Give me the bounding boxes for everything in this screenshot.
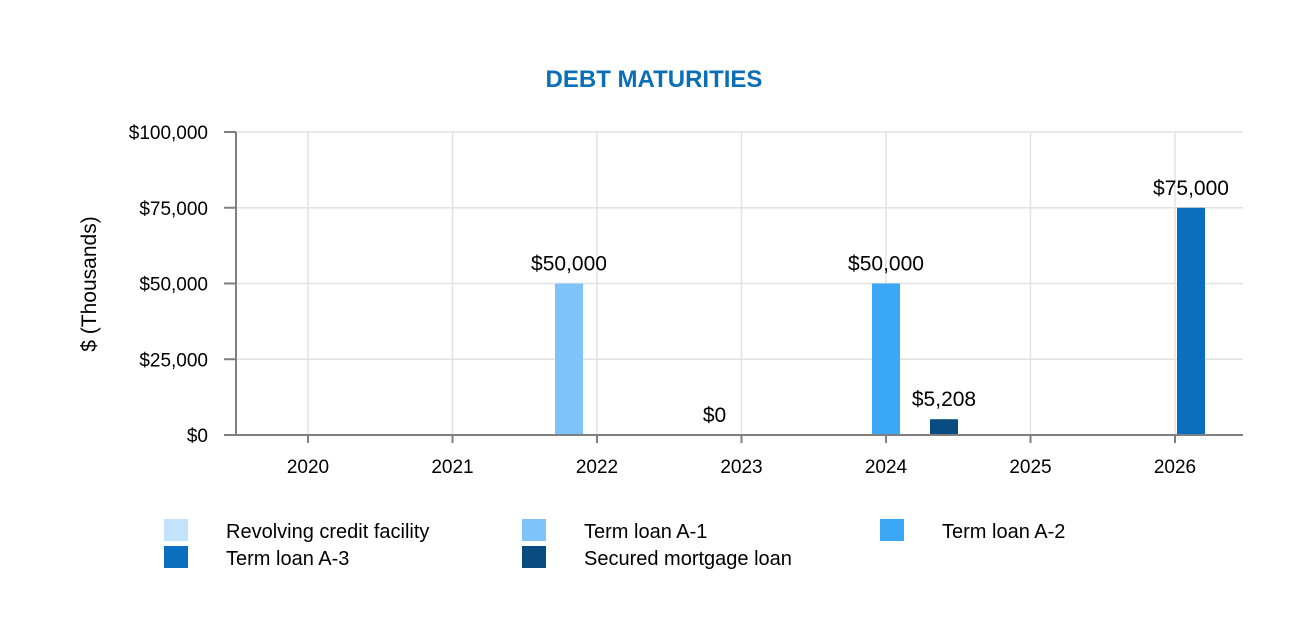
legend-label-revolving-credit-facility: Revolving credit facility: [226, 521, 429, 543]
bar-term-loan-a-2-2024: [872, 283, 900, 435]
y-tick-label-1: $25,000: [139, 350, 208, 371]
legend-swatch-term-loan-a-3: [164, 546, 188, 568]
legend-label-term-loan-a-2: Term loan A-2: [942, 521, 1065, 543]
data-label-2: $50,000: [848, 253, 924, 276]
bars: [555, 207, 1205, 435]
legend-swatch-term-loan-a-1: [522, 519, 546, 541]
x-tick-labels: 2020 2021 2022 2023 2024 2025 2026: [287, 457, 1196, 478]
legend-label-term-loan-a-1: Term loan A-1: [584, 521, 707, 543]
legend-swatch-secured-mortgage-loan: [522, 546, 546, 568]
data-labels: $50,000 $0 $50,000 $5,208 $75,000: [531, 177, 1229, 427]
x-tick-label-2024: 2024: [865, 457, 908, 478]
bar-term-loan-a-3-2026: [1177, 207, 1205, 435]
x-tick-label-2025: 2025: [1009, 457, 1051, 478]
legend-swatch-revolving-credit-facility: [164, 519, 188, 541]
x-tick-label-2021: 2021: [431, 457, 473, 478]
data-label-4: $75,000: [1153, 177, 1229, 200]
y-tick-label-4: $100,000: [129, 123, 208, 144]
x-tick-label-2026: 2026: [1154, 457, 1196, 478]
x-tick-label-2020: 2020: [287, 457, 329, 478]
y-tick-labels: $0 $25,000 $50,000 $75,000 $100,000: [129, 123, 208, 447]
y-axis-title: $ (Thousands): [78, 216, 101, 351]
data-label-0: $50,000: [531, 253, 607, 276]
legend-label-term-loan-a-3: Term loan A-3: [226, 548, 349, 570]
x-tick-label-2022: 2022: [576, 457, 618, 478]
y-tick-label-2: $50,000: [139, 275, 208, 296]
legend: Revolving credit facility Term loan A-1 Te…: [164, 519, 1065, 570]
x-tick-label-2023: 2023: [720, 457, 762, 478]
legend-swatch-term-loan-a-2: [880, 519, 904, 541]
data-label-1: $0: [703, 404, 726, 427]
y-tick-label-3: $75,000: [139, 199, 208, 220]
data-label-3: $5,208: [912, 388, 976, 411]
y-tick-label-0: $0: [187, 426, 208, 447]
axes: [224, 131, 1243, 443]
legend-label-secured-mortgage-loan: Secured mortgage loan: [584, 548, 792, 570]
bar-secured-mortgage-loan-2024: [930, 419, 958, 435]
chart-title: DEBT MATURITIES: [546, 66, 763, 93]
grid: [236, 131, 1243, 435]
bar-term-loan-a-1-2022: [555, 283, 583, 435]
